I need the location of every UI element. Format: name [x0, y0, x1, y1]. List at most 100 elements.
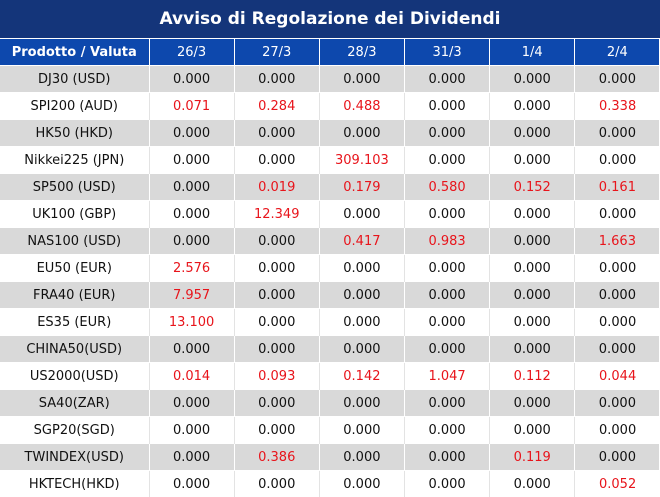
column-header-date: 26/3 — [149, 39, 234, 66]
value-cell: 0.000 — [149, 147, 234, 174]
value-cell: 0.000 — [490, 282, 575, 309]
column-header-date: 31/3 — [404, 39, 489, 66]
value-cell: 0.112 — [490, 363, 575, 390]
value-cell: 0.019 — [234, 174, 319, 201]
value-cell: 0.000 — [319, 255, 404, 282]
value-cell: 0.000 — [575, 147, 660, 174]
value-cell: 0.000 — [404, 309, 489, 336]
value-cell: 0.093 — [234, 363, 319, 390]
value-cell: 0.000 — [149, 228, 234, 255]
value-cell: 0.000 — [404, 282, 489, 309]
value-cell: 0.000 — [319, 417, 404, 444]
product-cell: ES35 (EUR) — [0, 309, 149, 336]
product-cell: SP500 (USD) — [0, 174, 149, 201]
value-cell: 12.349 — [234, 201, 319, 228]
value-cell: 0.000 — [404, 255, 489, 282]
value-cell: 0.000 — [575, 444, 660, 471]
value-cell: 0.000 — [149, 174, 234, 201]
value-cell: 2.576 — [149, 255, 234, 282]
value-cell: 0.044 — [575, 363, 660, 390]
dividend-table: Prodotto / Valuta 26/3 27/3 28/3 31/3 1/… — [0, 39, 660, 497]
value-cell: 0.000 — [149, 120, 234, 147]
value-cell: 0.000 — [149, 417, 234, 444]
value-cell: 0.014 — [149, 363, 234, 390]
product-cell: SA40(ZAR) — [0, 390, 149, 417]
value-cell: 0.000 — [575, 336, 660, 363]
value-cell: 0.000 — [149, 390, 234, 417]
column-header-date: 27/3 — [234, 39, 319, 66]
value-cell: 0.000 — [575, 255, 660, 282]
value-cell: 0.000 — [575, 309, 660, 336]
column-header-date: 2/4 — [575, 39, 660, 66]
value-cell: 0.000 — [234, 417, 319, 444]
value-cell: 0.052 — [575, 471, 660, 497]
value-cell: 13.100 — [149, 309, 234, 336]
value-cell: 0.071 — [149, 93, 234, 120]
value-cell: 0.000 — [490, 93, 575, 120]
value-cell: 0.000 — [575, 390, 660, 417]
value-cell: 0.000 — [234, 255, 319, 282]
value-cell: 0.000 — [575, 120, 660, 147]
value-cell: 0.161 — [575, 174, 660, 201]
column-header-date: 28/3 — [319, 39, 404, 66]
product-cell: TWINDEX(USD) — [0, 444, 149, 471]
product-cell: SGP20(SGD) — [0, 417, 149, 444]
value-cell: 0.000 — [404, 66, 489, 93]
value-cell: 0.000 — [149, 201, 234, 228]
value-cell: 0.488 — [319, 93, 404, 120]
value-cell: 0.000 — [404, 471, 489, 497]
value-cell: 1.047 — [404, 363, 489, 390]
product-cell: SPI200 (AUD) — [0, 93, 149, 120]
product-cell: HKTECH(HKD) — [0, 471, 149, 497]
product-cell: NAS100 (USD) — [0, 228, 149, 255]
value-cell: 0.000 — [404, 201, 489, 228]
product-cell: EU50 (EUR) — [0, 255, 149, 282]
value-cell: 0.000 — [404, 417, 489, 444]
value-cell: 0.000 — [490, 471, 575, 497]
value-cell: 0.000 — [490, 147, 575, 174]
value-cell: 0.000 — [575, 201, 660, 228]
value-cell: 0.000 — [319, 336, 404, 363]
column-header-product: Prodotto / Valuta — [0, 39, 149, 66]
value-cell: 0.000 — [234, 228, 319, 255]
value-cell: 0.000 — [575, 66, 660, 93]
value-cell: 0.000 — [234, 66, 319, 93]
value-cell: 0.000 — [490, 336, 575, 363]
value-cell: 0.000 — [319, 390, 404, 417]
product-cell: HK50 (HKD) — [0, 120, 149, 147]
value-cell: 0.000 — [404, 336, 489, 363]
value-cell: 0.000 — [404, 444, 489, 471]
value-cell: 1.663 — [575, 228, 660, 255]
value-cell: 0.000 — [234, 471, 319, 497]
value-cell: 0.000 — [490, 120, 575, 147]
value-cell: 0.000 — [404, 93, 489, 120]
value-cell: 0.000 — [234, 309, 319, 336]
value-cell: 0.000 — [319, 309, 404, 336]
value-cell: 0.000 — [319, 282, 404, 309]
value-cell: 0.000 — [319, 66, 404, 93]
value-cell: 0.000 — [490, 201, 575, 228]
value-cell: 309.103 — [319, 147, 404, 174]
value-cell: 0.000 — [404, 147, 489, 174]
value-cell: 0.142 — [319, 363, 404, 390]
page-title: Avviso di Regolazione dei Dividendi — [0, 0, 660, 39]
value-cell: 0.386 — [234, 444, 319, 471]
value-cell: 0.000 — [404, 120, 489, 147]
product-cell: Nikkei225 (JPN) — [0, 147, 149, 174]
value-cell: 0.000 — [149, 444, 234, 471]
value-cell: 0.000 — [234, 282, 319, 309]
value-cell: 0.179 — [319, 174, 404, 201]
product-cell: US2000(USD) — [0, 363, 149, 390]
value-cell: 0.000 — [234, 336, 319, 363]
